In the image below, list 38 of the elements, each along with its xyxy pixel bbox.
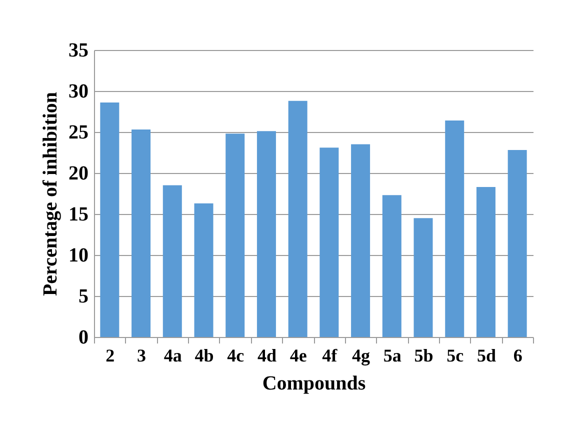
bar	[132, 130, 151, 337]
y-tick-label: 0	[78, 326, 88, 348]
y-tick-label: 15	[68, 204, 88, 226]
bar	[100, 102, 120, 337]
bar	[414, 218, 433, 337]
x-axis-title: Compounds	[262, 372, 366, 394]
x-tick-label: 3	[137, 346, 146, 366]
bar	[162, 185, 182, 337]
y-tick-label: 5	[78, 286, 88, 308]
y-tick-label: 35	[68, 40, 88, 62]
bar	[508, 150, 527, 337]
bar	[445, 120, 464, 337]
y-tick-label: 30	[68, 80, 88, 102]
bar	[351, 144, 370, 337]
x-tick-label: 5a	[383, 346, 402, 366]
x-tick-label: 4c	[227, 346, 244, 366]
x-tick-label: 2	[106, 346, 115, 366]
bar	[476, 186, 496, 337]
bar	[226, 134, 245, 337]
x-tick-label: 4b	[194, 346, 214, 366]
x-tick-label: 4a	[164, 346, 182, 366]
bar	[194, 203, 214, 337]
bar	[256, 131, 276, 337]
y-tick-label: 10	[68, 244, 88, 266]
y-tick-label: 25	[68, 122, 88, 144]
x-tick-label: 6	[513, 346, 522, 366]
x-tick-label: 4g	[352, 346, 370, 366]
bar	[382, 195, 402, 337]
x-tick-label: 4f	[322, 346, 338, 366]
bar	[288, 100, 308, 337]
x-tick-label: 4d	[257, 346, 276, 366]
x-tick-label: 4e	[290, 346, 307, 366]
x-tick-label: 5c	[446, 346, 464, 366]
bar	[320, 148, 339, 337]
x-tick-label: 5b	[414, 346, 434, 366]
y-tick-label: 20	[68, 162, 88, 184]
x-tick-label: 5d	[476, 346, 496, 366]
y-axis-title: Percentage of inhibition	[40, 92, 62, 296]
